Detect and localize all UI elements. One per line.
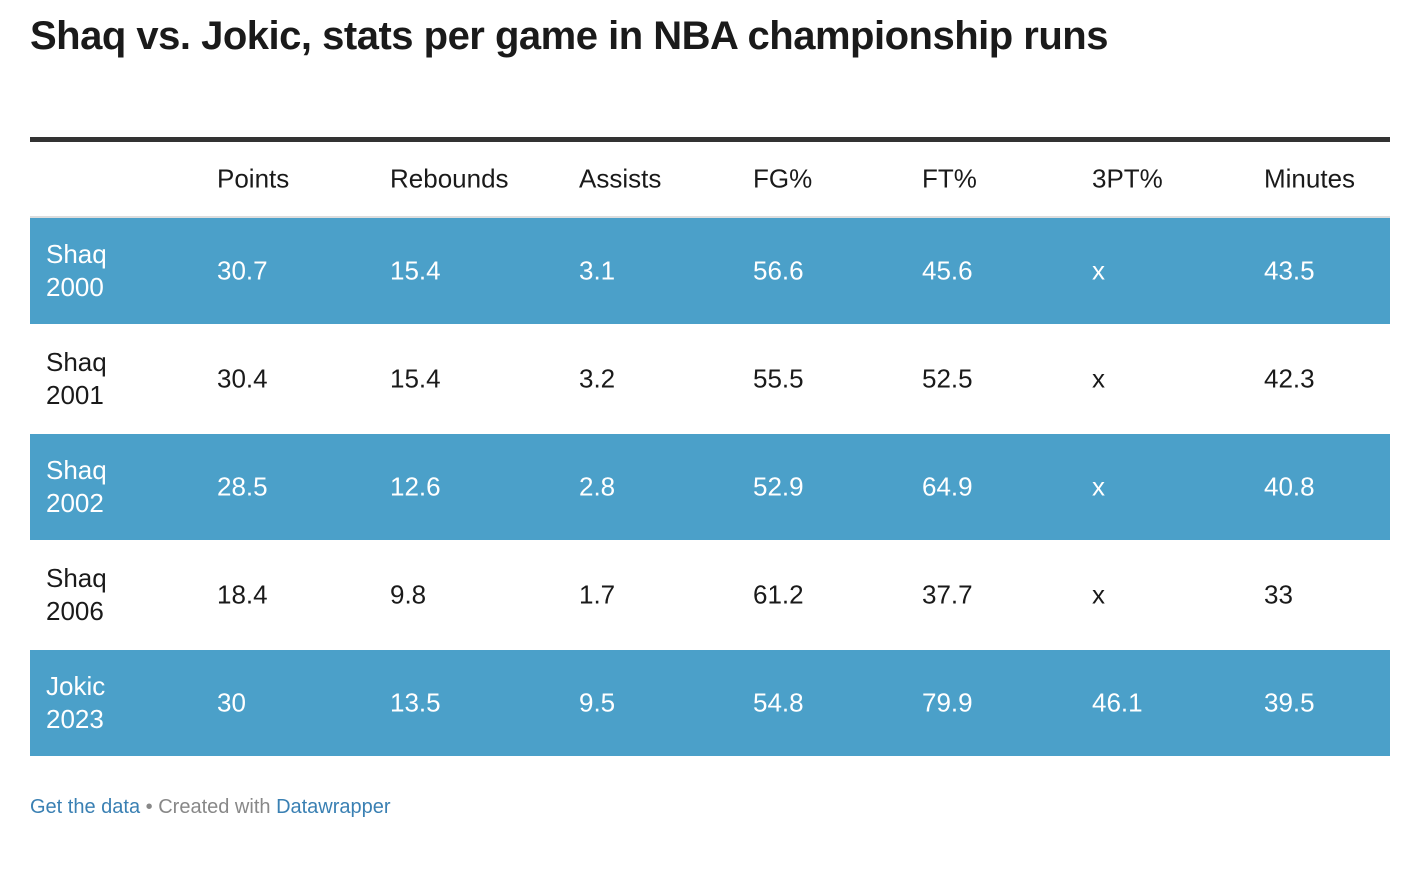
column-header: Points [217,163,290,194]
row-label: Shaq 2006 [46,563,107,626]
table-cell: 30.7 [217,255,268,286]
table-cell: 3.2 [579,363,616,394]
table-cell: 54.8 [753,687,804,718]
table-cell: 43.5 [1264,255,1315,286]
row-label: Shaq 2001 [46,347,107,410]
table-cell: 3.1 [579,255,616,286]
table-cell: 2.8 [579,471,616,502]
table-cell: 45.6 [922,255,973,286]
footer: Get the data • Created with Datawrapper [30,796,391,819]
table-cell: 61.2 [753,579,804,610]
table-cell: 39.5 [1264,687,1315,718]
table-cell: 33 [1264,579,1293,610]
table-cell: 9.5 [579,687,616,718]
row-label: Jokic 2023 [46,671,106,734]
get-data-link[interactable]: Get the data [30,796,141,818]
table-cell: 64.9 [922,471,973,502]
table-cell: 18.4 [217,579,268,610]
table-cell: 15.4 [390,255,441,286]
table-row: Shaq 2000 30.7 15.4 3.1 56.6 45.6 x 43.5 [30,218,1390,326]
table-cell: 52.9 [753,471,804,502]
table-cell: 12.6 [390,471,441,502]
table-row: Shaq 2006 18.4 9.8 1.7 61.2 37.7 x 33 [30,542,1390,650]
table-cell: 56.6 [753,255,804,286]
title: Shaq vs. Jokic, stats per game in NBA ch… [30,14,1108,58]
table-cell: 55.5 [753,363,804,394]
table-cell: 52.5 [922,363,973,394]
table-cell: 28.5 [217,471,268,502]
table-cell: 15.4 [390,363,441,394]
table-row: Jokic 2023 30 13.5 9.5 54.8 79.9 46.1 39.5 [30,650,1390,758]
table-cell: x [1092,579,1105,610]
column-header: 3PT% [1092,163,1163,194]
column-header: Minutes [1264,163,1356,194]
separator: • [145,796,153,818]
table-cell: 30.4 [217,363,268,394]
created-with: Created with [158,796,271,818]
table-row: Shaq 2001 30.4 15.4 3.2 55.5 52.5 x 42.3 [30,326,1390,434]
table-row: Shaq 2002 28.5 12.6 2.8 52.9 64.9 x 40.8 [30,434,1390,542]
row-label: Shaq 2002 [46,455,107,518]
table-cell: 13.5 [390,687,441,718]
column-header: FT% [922,163,977,194]
datawrapper-link[interactable]: Datawrapper [276,796,391,818]
table-cell: 40.8 [1264,471,1315,502]
table: Points Rebounds Assists FG% FT% 3PT% Minutes Sh… [30,137,1390,758]
table-cell: x [1092,363,1105,394]
table-cell: 79.9 [922,687,973,718]
header-row: Points Rebounds Assists FG% FT% 3PT% Minutes [30,142,1390,218]
row-label: Shaq 2000 [46,239,107,302]
table-cell: 9.8 [390,579,427,610]
table-cell: 42.3 [1264,363,1315,394]
table-cell: 1.7 [579,579,616,610]
table-cell: 37.7 [922,579,973,610]
column-header: FG% [753,163,813,194]
column-header: Assists [579,163,662,194]
table-cell: 30 [217,687,246,718]
column-header: Rebounds [390,163,509,194]
table-cell: 46.1 [1092,687,1143,718]
table-cell: x [1092,255,1105,286]
table-cell: x [1092,471,1105,502]
